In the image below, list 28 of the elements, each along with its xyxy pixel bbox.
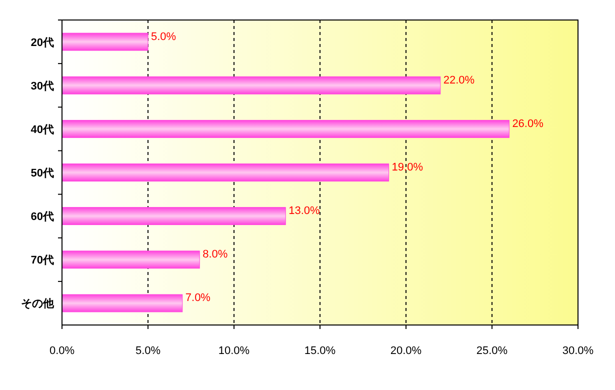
data-label: 22.0% xyxy=(443,74,475,86)
y-tick-label: 20代 xyxy=(30,36,54,49)
data-label: 8.0% xyxy=(202,248,228,261)
x-tick-label: 5.0% xyxy=(135,345,161,357)
y-tick-label: 70代 xyxy=(30,254,54,267)
y-tick-label: 30代 xyxy=(30,80,54,92)
bar xyxy=(62,250,200,269)
y-tick-label: 40代 xyxy=(30,124,54,136)
bar xyxy=(62,294,183,312)
data-label: 19.0% xyxy=(392,162,424,174)
x-tick-label: 25.0% xyxy=(476,345,508,357)
x-tick-label: 15.0% xyxy=(304,345,336,357)
data-label: 5.0% xyxy=(151,30,176,43)
x-tick-label: 10.0% xyxy=(218,345,250,357)
bar xyxy=(62,32,148,51)
y-tick-label: 50代 xyxy=(30,168,54,180)
bar xyxy=(62,76,441,94)
x-tick-label: 20.0% xyxy=(390,345,422,357)
x-tick-label: 30.0% xyxy=(562,345,594,357)
data-label: 13.0% xyxy=(288,205,320,218)
bar xyxy=(62,207,286,226)
y-tick-label: 60代 xyxy=(30,211,54,224)
bar xyxy=(62,164,390,182)
bar xyxy=(62,120,510,138)
y-tick-label: その他 xyxy=(21,297,55,310)
data-label: 26.0% xyxy=(512,118,544,130)
data-label: 7.0% xyxy=(185,292,211,304)
x-tick-label: 0.0% xyxy=(49,345,75,357)
